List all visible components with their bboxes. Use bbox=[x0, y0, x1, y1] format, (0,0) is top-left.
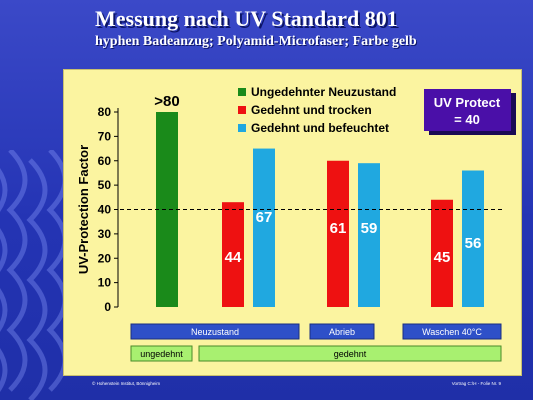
bar bbox=[431, 199, 453, 307]
data-label: 45 bbox=[434, 249, 451, 266]
data-label: >80 bbox=[154, 93, 179, 110]
category-label: Waschen 40°C bbox=[422, 327, 482, 337]
category-label: Abrieb bbox=[329, 327, 355, 337]
data-label: 59 bbox=[361, 220, 378, 237]
bar bbox=[327, 160, 349, 307]
y-tick-label: 20 bbox=[98, 251, 112, 265]
legend-label: Ungedehnter Neuzustand bbox=[251, 85, 396, 99]
slide-subtitle: hyphen Badeanzug; Polyamid-Microfaser; F… bbox=[95, 34, 417, 49]
y-tick-label: 70 bbox=[98, 129, 112, 143]
legend-label: Gedehnt und trocken bbox=[251, 103, 372, 117]
footer-slide-number: Vortrag C:\H - Folie Nr. 9 bbox=[451, 381, 501, 386]
y-axis-label: UV-Protection Factor bbox=[76, 145, 91, 274]
bar bbox=[358, 163, 380, 307]
legend-swatch bbox=[238, 106, 246, 114]
y-tick-label: 30 bbox=[98, 227, 112, 241]
data-label: 44 bbox=[225, 249, 242, 266]
callout-line-2: = 40 bbox=[454, 112, 480, 127]
category-box bbox=[309, 323, 375, 340]
bar bbox=[222, 202, 244, 307]
y-tick-label: 40 bbox=[98, 203, 112, 217]
category-box bbox=[130, 323, 300, 340]
legend-label: Gedehnt und befeuchtet bbox=[251, 121, 389, 135]
bar bbox=[156, 112, 178, 307]
state-box bbox=[130, 345, 193, 362]
data-label: 67 bbox=[256, 209, 273, 226]
bar bbox=[462, 170, 484, 307]
data-label: 56 bbox=[465, 235, 482, 252]
y-tick-label: 10 bbox=[98, 276, 112, 290]
state-label: gedehnt bbox=[334, 349, 367, 359]
y-tick-label: 0 bbox=[104, 300, 111, 314]
y-tick-label: 60 bbox=[98, 154, 112, 168]
category-box bbox=[402, 323, 502, 340]
y-tick-label: 80 bbox=[98, 105, 112, 119]
y-tick-label: 50 bbox=[98, 178, 112, 192]
weave-decoration bbox=[0, 150, 68, 400]
legend-swatch bbox=[238, 124, 246, 132]
slide-title: Messung nach UV Standard 801 bbox=[95, 6, 398, 31]
legend-swatch bbox=[238, 88, 246, 96]
callout-line-1: UV Protect bbox=[434, 95, 501, 110]
footer-copyright: © Hohenstein Institut, Bönnigheim bbox=[92, 381, 161, 386]
category-label: Neuzustand bbox=[191, 327, 239, 337]
callout-box bbox=[424, 89, 511, 131]
state-box bbox=[198, 345, 502, 362]
state-label: ungedehnt bbox=[140, 349, 183, 359]
bar bbox=[253, 148, 275, 307]
data-label: 61 bbox=[330, 220, 347, 237]
